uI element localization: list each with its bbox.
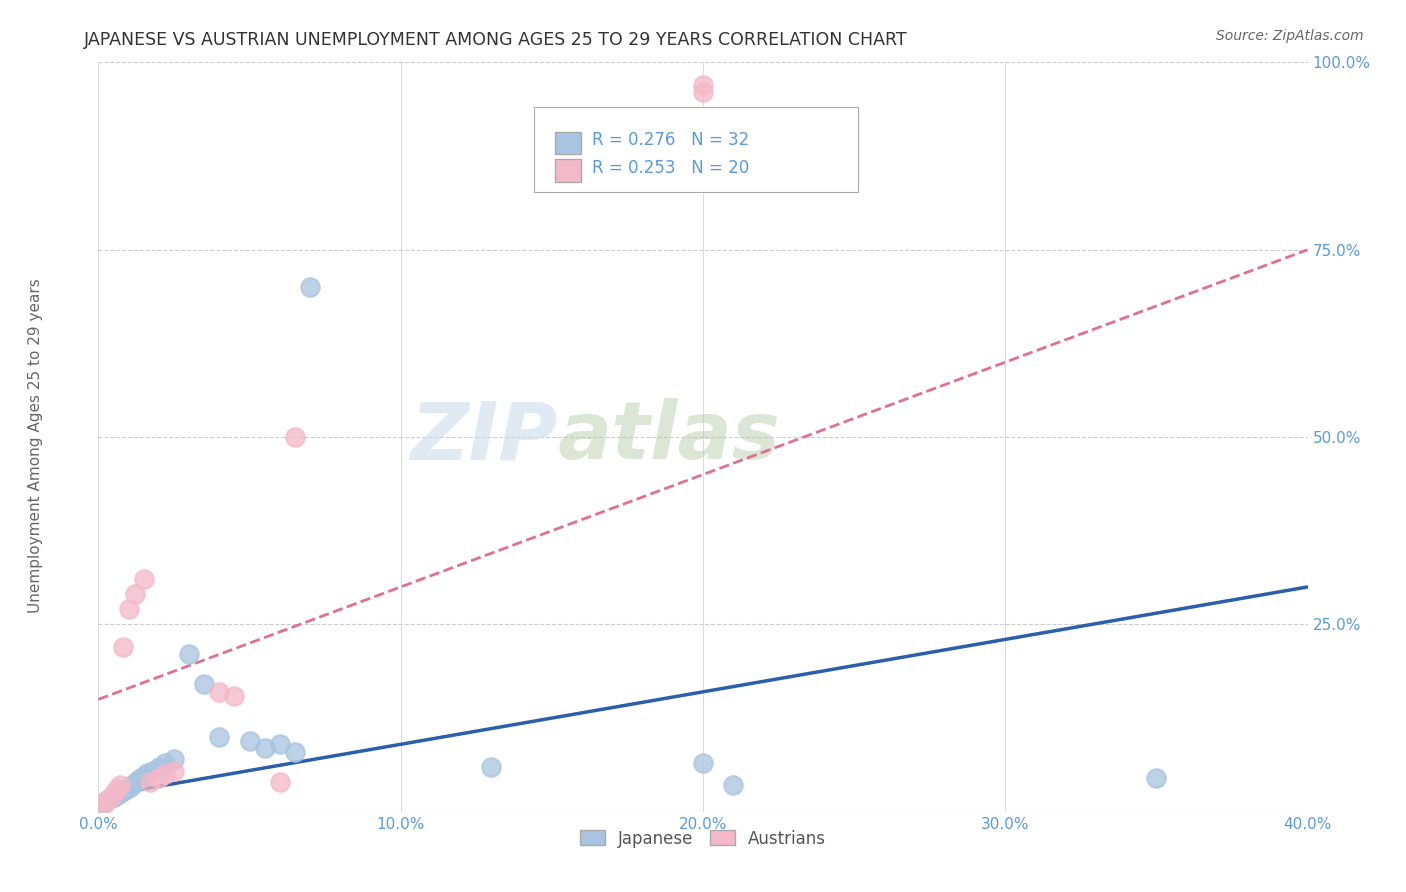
Point [481,760,503,774]
Point [163,764,186,778]
Point [90,797,112,812]
Point [100,791,122,805]
Point [111,640,134,654]
Point [723,779,745,793]
Text: Unemployment Among Ages 25 to 29 years: Unemployment Among Ages 25 to 29 years [28,278,42,614]
Point [239,733,262,747]
Point [1144,771,1167,785]
Point [208,730,231,744]
Point [284,745,307,759]
Point [127,773,149,788]
Text: atlas: atlas [558,398,780,476]
Point [208,685,231,699]
Point [118,780,141,795]
Text: R = 0.276   N = 32: R = 0.276 N = 32 [592,131,749,149]
Point [692,86,714,100]
Point [129,771,152,785]
Point [124,587,146,601]
Point [692,78,714,92]
Point [253,741,276,756]
Point [121,779,143,793]
Point [224,689,246,703]
Point [269,737,291,751]
Point [111,783,134,797]
Legend: Japanese, Austrians: Japanese, Austrians [571,822,835,855]
Point [118,602,141,616]
Point [96,793,118,807]
Text: R = 0.253   N = 20: R = 0.253 N = 20 [592,159,749,177]
Point [148,760,170,774]
Point [132,573,155,587]
Point [108,779,131,793]
Point [105,789,128,803]
Point [142,764,165,778]
Point [100,789,122,804]
Point [193,677,215,691]
Point [93,797,115,812]
Point [284,430,307,444]
Point [179,648,201,662]
Point [139,774,162,789]
Point [148,771,170,785]
Point [108,786,131,800]
Point [93,796,115,810]
Point [132,769,155,783]
Point [135,765,157,780]
Point [124,776,146,790]
Point [692,756,714,770]
Point [299,280,322,294]
Text: Source: ZipAtlas.com: Source: ZipAtlas.com [1216,29,1364,43]
Point [96,793,118,807]
Point [153,756,176,770]
Point [163,752,186,766]
Text: ZIP: ZIP [411,398,558,476]
Point [153,767,176,781]
Point [105,782,128,797]
Point [269,774,291,789]
Text: JAPANESE VS AUSTRIAN UNEMPLOYMENT AMONG AGES 25 TO 29 YEARS CORRELATION CHART: JAPANESE VS AUSTRIAN UNEMPLOYMENT AMONG … [84,31,908,49]
Point [103,786,125,800]
Point [103,789,125,804]
Point [114,782,136,797]
